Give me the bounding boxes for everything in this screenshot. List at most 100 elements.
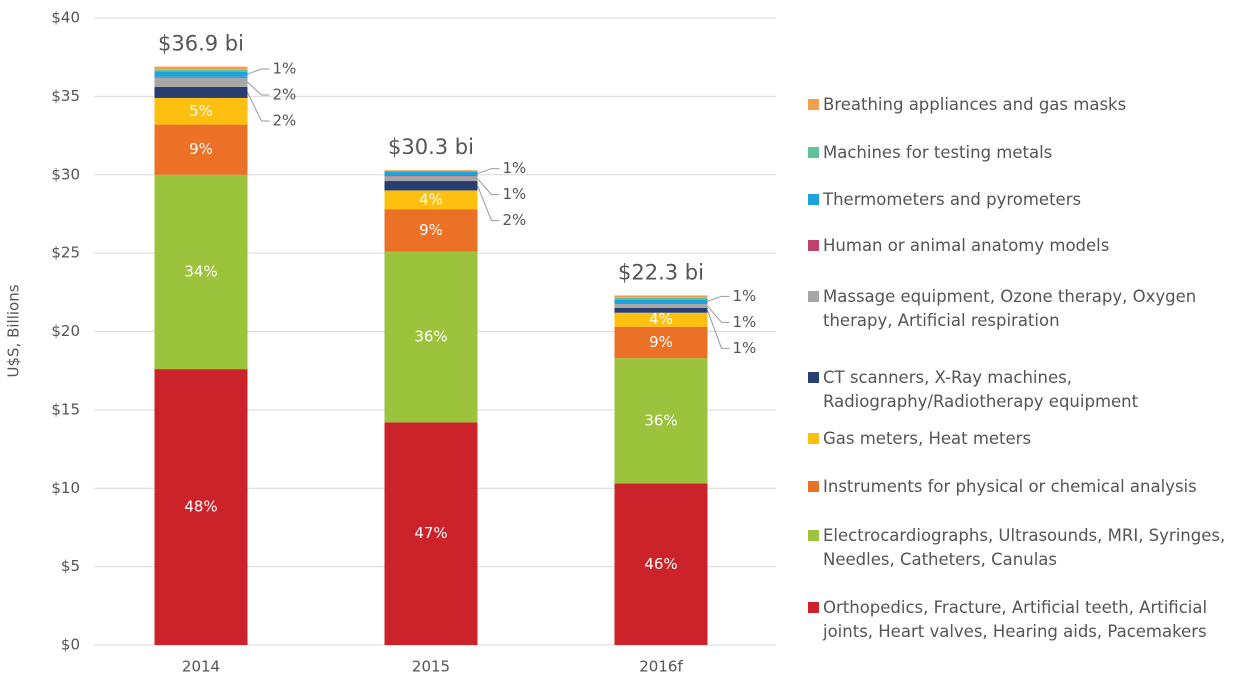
- callout-line: [477, 178, 500, 196]
- y-tick-label: $5: [61, 557, 80, 575]
- bar-segment: [384, 190, 478, 210]
- data-label: 34%: [184, 262, 217, 280]
- bar-segment: [384, 175, 478, 177]
- bar-segment: [384, 171, 478, 176]
- data-label: 47%: [414, 524, 447, 542]
- data-label: 1%: [733, 313, 757, 331]
- bar-segment: [614, 358, 708, 484]
- bar-segment: [154, 77, 248, 87]
- legend-swatch: [808, 99, 819, 110]
- y-tick-label: $0: [61, 636, 80, 654]
- bar-segment: [384, 251, 478, 423]
- legend-swatch: [808, 291, 819, 302]
- bar-segment: [614, 299, 708, 304]
- data-label: 9%: [419, 221, 443, 239]
- bar-segment: [384, 181, 478, 191]
- legend-label: Massage equipment, Ozone therapy, Oxygen…: [823, 287, 1197, 330]
- legend-swatch: [808, 240, 819, 251]
- data-label: 46%: [644, 555, 677, 573]
- bar-segment: [154, 66, 248, 70]
- callout-line: [477, 168, 500, 175]
- bar-segment: [614, 303, 708, 305]
- legend-swatch: [808, 530, 819, 541]
- legend-swatch: [808, 147, 819, 158]
- bar-segment: [154, 174, 248, 370]
- data-label: 4%: [649, 310, 673, 328]
- callout-line: [247, 81, 270, 96]
- callout-line: [247, 68, 270, 75]
- callout-line: [707, 295, 730, 302]
- bar-segment: [154, 97, 248, 125]
- legend-item: Gas meters, Heat meters: [808, 427, 1248, 451]
- y-tick-label: $10: [51, 479, 80, 497]
- callout-line: [247, 92, 270, 122]
- x-tick-label: 2014: [182, 658, 220, 676]
- bar-segment: [384, 209, 478, 252]
- bar-segment: [614, 297, 708, 300]
- bar-segment: [154, 76, 248, 78]
- bar-segment: [384, 176, 478, 182]
- bar-segment: [384, 422, 478, 645]
- y-tick-label: $30: [51, 165, 80, 183]
- y-tick-label: $40: [51, 9, 80, 27]
- y-tick-label: $20: [51, 322, 80, 340]
- legend-item: Machines for testing metals: [808, 141, 1248, 165]
- data-label: 2%: [503, 211, 527, 229]
- legend-swatch: [808, 481, 819, 492]
- y-tick-label: $35: [51, 87, 80, 105]
- legend-item: Breathing appliances and gas masks: [808, 93, 1248, 117]
- data-label: 4%: [419, 190, 443, 208]
- legend-swatch: [808, 602, 819, 613]
- data-label: 5%: [189, 102, 213, 120]
- legend-swatch: [808, 372, 819, 383]
- data-label: 1%: [733, 287, 757, 305]
- legend-item: Orthopedics, Fracture, Artificial teeth,…: [808, 596, 1248, 644]
- bar-segment: [614, 326, 708, 359]
- bar-segment: [154, 369, 248, 645]
- bar-segment: [384, 170, 478, 172]
- bar-segment: [614, 312, 708, 327]
- legend-label: Orthopedics, Fracture, Artificial teeth,…: [823, 598, 1208, 641]
- bar-segment: [154, 86, 248, 98]
- legend-label: Machines for testing metals: [823, 143, 1053, 162]
- legend-item: Massage equipment, Ozone therapy, Oxygen…: [808, 285, 1248, 333]
- legend-item: Instruments for physical or chemical ana…: [808, 475, 1248, 499]
- bar-segment: [154, 71, 248, 77]
- y-axis-label: U$S, Billions: [5, 284, 23, 377]
- legend-label: Human or animal anatomy models: [823, 236, 1110, 255]
- y-tick-label: $25: [51, 244, 80, 262]
- legend-item: Thermometers and pyrometers: [808, 188, 1248, 212]
- data-label: 1%: [733, 339, 757, 357]
- x-tick-label: 2016f: [639, 658, 683, 676]
- callout-line: [477, 185, 500, 222]
- legend-item: CT scanners, X-Ray machines, Radiography…: [808, 366, 1248, 414]
- legend-label: Breathing appliances and gas masks: [823, 95, 1127, 114]
- data-label: 1%: [503, 159, 527, 177]
- y-tick-label: $15: [51, 400, 80, 418]
- bar-segment: [154, 69, 248, 72]
- legend-swatch: [808, 194, 819, 205]
- legend-item: Human or animal anatomy models: [808, 234, 1248, 258]
- bar-segment: [614, 307, 708, 313]
- chart: U$S, Billions $0 $5 $10 $15 $20 $25 $30 $35 $40 2…: [5, 9, 776, 676]
- data-label: 1%: [273, 60, 297, 78]
- legend-swatch: [808, 433, 819, 444]
- data-label: 48%: [184, 498, 217, 516]
- data-label: 36%: [414, 327, 447, 345]
- total-label: $30.3 bi: [388, 135, 474, 159]
- bar-segment: [154, 124, 248, 175]
- data-label: 2%: [273, 112, 297, 130]
- callout-line: [707, 310, 730, 349]
- bar-segment: [384, 170, 478, 171]
- bar-segment: [614, 483, 708, 645]
- data-label: 9%: [189, 140, 213, 158]
- total-label: $22.3 bi: [618, 260, 704, 284]
- data-label: 1%: [503, 185, 527, 203]
- data-label: 2%: [273, 86, 297, 104]
- legend-label: Gas meters, Heat meters: [823, 429, 1032, 448]
- data-label: 9%: [649, 333, 673, 351]
- bar-segment: [614, 295, 708, 298]
- legend-label: Instruments for physical or chemical ana…: [823, 477, 1197, 496]
- x-tick-label: 2015: [412, 658, 450, 676]
